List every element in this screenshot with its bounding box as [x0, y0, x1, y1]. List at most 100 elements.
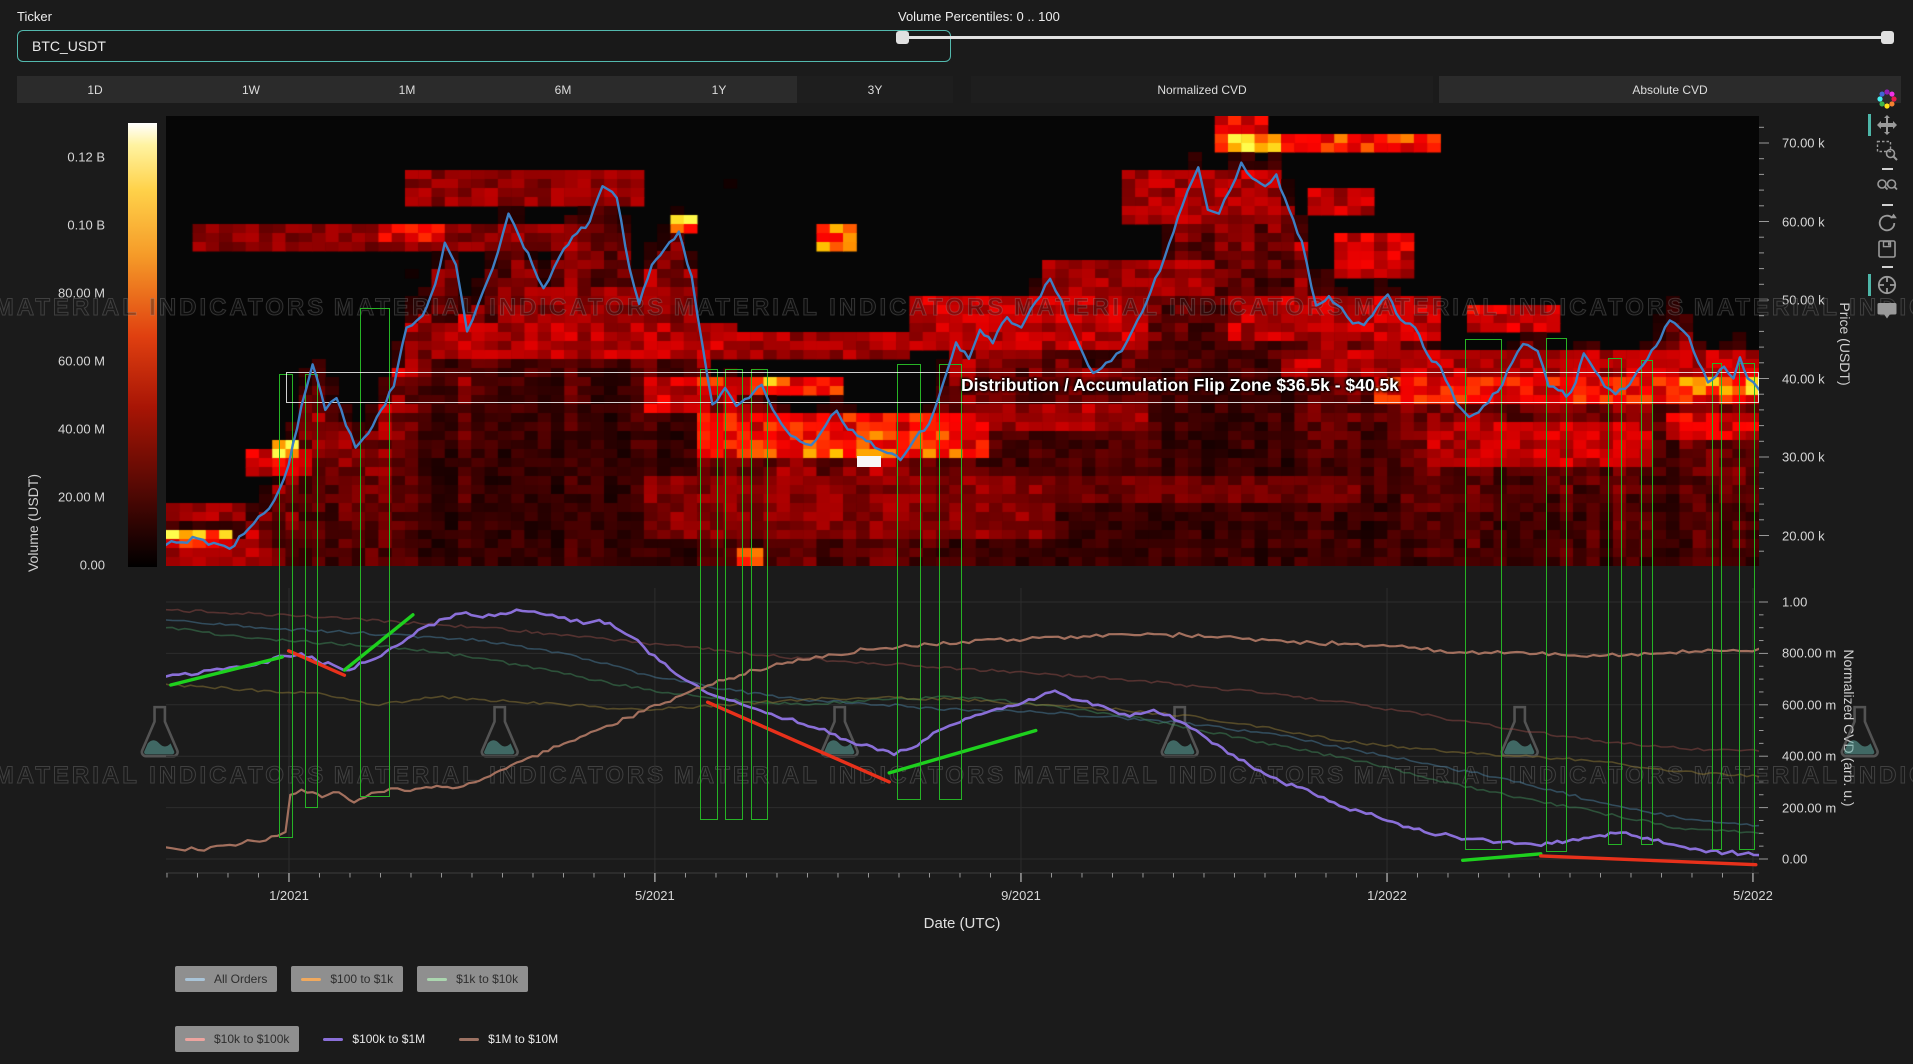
- price-tick-label: 50.00 k: [1782, 292, 1825, 308]
- accumulation-box: [939, 364, 962, 800]
- colorbar-tick-label: 20.00 M: [58, 489, 105, 505]
- cvd-chart[interactable]: [166, 588, 1759, 888]
- colorbar-tick-label: 0.10 B: [67, 217, 105, 233]
- trend-segment-green: [887, 728, 1038, 775]
- cvd-button-normalized-cvd[interactable]: Normalized CVD: [971, 76, 1433, 103]
- slider-handle-min[interactable]: [896, 31, 909, 44]
- legend-label: $100k to $1M: [352, 1032, 426, 1046]
- spikelines-icon[interactable]: [1868, 274, 1899, 296]
- legend-item--100k-to-1m[interactable]: $100k to $1M: [313, 1026, 435, 1052]
- accumulation-box: [1546, 338, 1567, 852]
- accumulation-box: [279, 374, 293, 838]
- legend-label: All Orders: [214, 972, 268, 986]
- accumulation-box: [305, 374, 318, 808]
- date-tick-label: 5/2021: [635, 888, 675, 903]
- autoscale-icon[interactable]: [1875, 212, 1899, 234]
- watermark-text: MATERIAL INDICATORS: [673, 294, 1007, 322]
- timeframe-button-1m[interactable]: 1M: [329, 76, 485, 103]
- hover-mode-icon[interactable]: [1875, 300, 1899, 322]
- legend-row-2: $10k to $100k $100k to $1M $1M to $10M: [175, 1026, 568, 1052]
- accumulation-box: [725, 369, 743, 820]
- colorbar-tick-label: 80.00 M: [58, 285, 105, 301]
- watermark-text: MATERIAL INDICATORS: [1013, 294, 1347, 322]
- legend-item--100-to-1k[interactable]: $100 to $1k: [291, 966, 404, 992]
- volume-colorbar: [128, 123, 157, 567]
- cvd-tick-label: 800.00 m: [1782, 645, 1837, 661]
- ticker-input[interactable]: [17, 30, 951, 62]
- volume-axis-title: Volume (USDT): [25, 473, 41, 573]
- legend-row-1: All Orders $100 to $1k $1k to $10k: [175, 966, 529, 992]
- timeframe-button-1d[interactable]: 1D: [17, 76, 173, 103]
- legend-item--1m-to-10m[interactable]: $1M to $10M: [449, 1026, 568, 1052]
- date-tick-label: 1/2021: [269, 888, 309, 903]
- accumulation-box: [360, 308, 390, 797]
- timeframe-button-1w[interactable]: 1W: [173, 76, 329, 103]
- date-tick-label: 1/2022: [1367, 888, 1407, 903]
- timeframe-button-3y[interactable]: 3Y: [797, 76, 953, 103]
- accumulation-box: [897, 364, 921, 800]
- zoom-in-out-icon[interactable]: [1875, 176, 1899, 198]
- timeframe-selector: 1D 1W 1M 6M 1Y 3Y: [17, 76, 953, 103]
- modebar-separator: [1881, 168, 1893, 170]
- watermark-text: MATERIAL INDICATORS: [1353, 294, 1687, 322]
- legend-swatch: [301, 977, 322, 981]
- legend-label: $100 to $1k: [330, 972, 394, 986]
- save-image-icon[interactable]: [1875, 238, 1899, 260]
- cvd-tick-label: 1.00: [1782, 594, 1808, 610]
- volume-percentiles-slider-track[interactable]: [903, 36, 1894, 39]
- trend-segment-green: [169, 655, 284, 687]
- colorbar-tick-label: 60.00 M: [58, 353, 105, 369]
- timeframe-button-1y[interactable]: 1Y: [641, 76, 797, 103]
- cvd-line--10k-to-100k: [166, 608, 1759, 752]
- accumulation-box: [1641, 360, 1653, 845]
- legend-item--10k-to-100k[interactable]: $10k to $100k: [175, 1026, 300, 1052]
- cvd-tick-label: 600.00 m: [1782, 697, 1837, 713]
- trend-segment-green: [1461, 852, 1543, 862]
- pan-icon[interactable]: [1868, 114, 1899, 136]
- volume-percentiles-label: Volume Percentiles: 0 .. 100: [898, 9, 1060, 24]
- legend-label: $10k to $100k: [214, 1032, 290, 1046]
- cvd-line--100k-to-1m: [166, 608, 1759, 857]
- trend-segment-red: [705, 700, 891, 784]
- accumulation-box: [700, 369, 718, 820]
- accumulation-box: [1608, 358, 1622, 845]
- legend-swatch: [185, 977, 205, 981]
- modebar-separator: [1881, 266, 1893, 268]
- modebar: [1868, 88, 1902, 322]
- colorbar-tick-label: 0.12 B: [67, 149, 105, 165]
- trend-segment-red: [1539, 854, 1758, 867]
- colorbar-tick-label: 40.00 M: [58, 421, 105, 437]
- box-zoom-icon[interactable]: [1875, 140, 1899, 162]
- trend-segment-red: [286, 649, 347, 677]
- price-tick-label: 30.00 k: [1782, 449, 1825, 465]
- plotly-logo[interactable]: [1875, 88, 1899, 110]
- legend-item-all-orders[interactable]: All Orders: [175, 966, 278, 992]
- legend-swatch: [185, 1037, 205, 1041]
- cvd-line--1m-to-10m: [166, 631, 1759, 852]
- colorbar-tick-label: 0.00: [79, 557, 105, 573]
- date-tick-label: 9/2021: [1001, 888, 1041, 903]
- flask-icon: [1840, 705, 1880, 758]
- legend-swatch: [459, 1037, 480, 1041]
- cvd-line--100-to-1k: [166, 683, 1759, 778]
- legend-swatch: [323, 1037, 344, 1041]
- cvd-tick-label: 200.00 m: [1782, 800, 1837, 816]
- slider-handle-max[interactable]: [1881, 31, 1894, 44]
- orderbook-heatmap[interactable]: [166, 116, 1759, 566]
- watermark-text: MATERIAL INDICATORS: [0, 294, 327, 322]
- price-tick-label: 40.00 k: [1782, 371, 1825, 386]
- legend-label: $1k to $10k: [456, 972, 519, 986]
- heatmap-max-liquidity-cell: [857, 456, 881, 467]
- price-tick-label: 20.00 k: [1782, 528, 1825, 543]
- date-axis-title: Date (UTC): [923, 915, 1001, 932]
- cvd-tick-label: 400.00 m: [1782, 748, 1837, 764]
- legend-item--1k-to-10k[interactable]: $1k to $10k: [417, 966, 529, 992]
- watermark-tile: MATERIAL INDICATORS: [673, 704, 1007, 790]
- timeframe-button-6m[interactable]: 6M: [485, 76, 641, 103]
- cvd-button-absolute-cvd[interactable]: Absolute CVD: [1439, 76, 1901, 103]
- cvd-tick-label: 0.00: [1782, 851, 1808, 867]
- accumulation-box: [1465, 339, 1502, 850]
- legend-swatch: [427, 977, 448, 981]
- cvd-line-all-orders: [166, 619, 1759, 827]
